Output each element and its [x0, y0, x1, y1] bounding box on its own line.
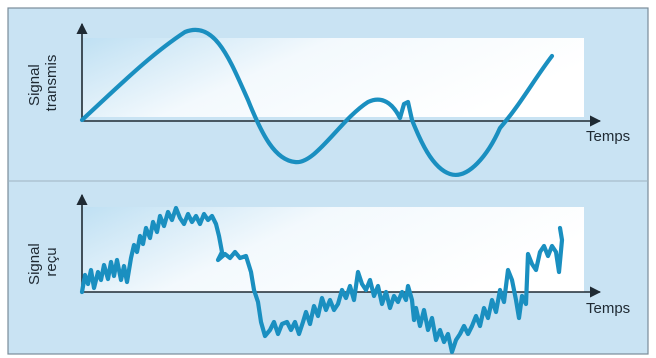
ylabel-bottom-line1: Signal: [26, 243, 43, 285]
panel-received: Signal reçu Temps: [26, 193, 630, 355]
ylabel-top: Signal transmis: [26, 55, 60, 112]
ylabel-top-line2: transmis: [43, 55, 60, 112]
signal-band-top: [82, 38, 584, 117]
ylabel-bottom: Signal reçu: [26, 239, 60, 285]
received-signal-curve: [79, 205, 565, 355]
xlabel-top: Temps: [586, 128, 630, 145]
xlabel-bottom: Temps: [586, 300, 630, 317]
panel-transmitted: Signal transmis Temps: [26, 22, 630, 177]
ylabel-bottom-line2: reçu: [43, 247, 60, 276]
transmitted-signal-curve: [79, 27, 555, 177]
ylabel-top-line1: Signal: [26, 64, 43, 106]
